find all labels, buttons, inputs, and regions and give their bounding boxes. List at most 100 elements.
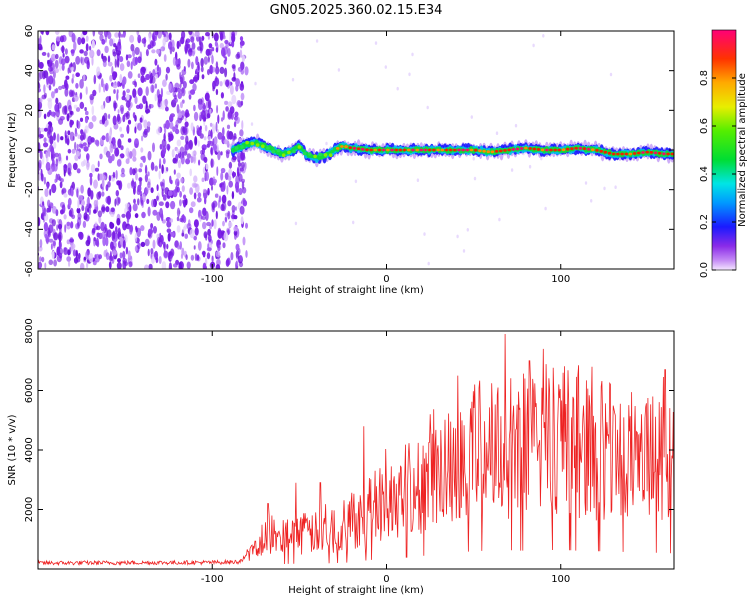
spectrogram-ridge-peak — [261, 144, 265, 148]
spectrogram-noise-cell — [147, 44, 152, 50]
spectrogram-ridge-peak — [595, 148, 599, 152]
spectrogram-noise-cell — [184, 233, 188, 239]
spectrogram-noise-cell — [81, 37, 86, 45]
spectrogram-noise-cell — [197, 46, 202, 51]
spectrogram-noise-cell — [68, 209, 72, 217]
spectrogram-noise-cell — [83, 74, 86, 82]
spectrogram-noise-cell — [38, 72, 41, 81]
spectrogram-noise-cell — [168, 262, 172, 269]
spectrogram-noise-cell — [115, 226, 118, 234]
colorbar-tick-label: 0.4 — [699, 166, 710, 182]
spectrogram-noise-cell — [240, 161, 245, 169]
spectrogram-noise-cell — [112, 171, 116, 178]
spectrogram-noise-cell — [160, 100, 166, 110]
spectrogram-noise-cell — [156, 195, 159, 201]
spectrogram-noise-cell — [181, 232, 185, 237]
spectrogram-noise-cell — [48, 202, 54, 207]
spectrogram-noise-cell — [201, 177, 205, 183]
spectrogram-noise-cell — [115, 190, 120, 197]
spectrogram-x-tick-label: -100 — [201, 274, 224, 285]
spectrogram-noise-cell — [200, 57, 204, 68]
spectrogram-noise-cell — [235, 78, 241, 87]
spectrogram-noise-cell — [423, 232, 426, 236]
spectrogram-noise-cell — [206, 221, 212, 227]
spectrogram-noise-cell — [111, 66, 114, 75]
spectrogram-noise-cell — [86, 198, 89, 205]
spectrogram-noise-cell — [67, 148, 72, 154]
spectrogram-noise-cell — [137, 34, 142, 44]
spectrogram-ridge-peak — [519, 147, 524, 150]
spectrogram-noise-cell — [38, 246, 43, 252]
spectrogram-noise-cell — [174, 128, 180, 135]
spectrogram-ridge-peak — [670, 152, 674, 156]
spectrogram-noise-cell — [163, 133, 166, 142]
spectrogram-ridge-peak — [515, 147, 520, 151]
spectrogram-noise-cell — [85, 110, 89, 116]
spectrogram-noise-cell — [148, 33, 152, 43]
spectrogram-noise-cell — [117, 227, 121, 237]
spectrogram-noise-cell — [71, 77, 74, 84]
spectrogram-ridge-peak — [402, 148, 407, 152]
spectrogram-noise-cell — [74, 131, 78, 137]
spectrogram-noise-cell — [239, 205, 245, 215]
spectrogram-noise-cell — [140, 75, 145, 83]
spectrogram-noise-cell — [158, 66, 162, 76]
spectrogram-noise-cell — [77, 198, 80, 209]
spectrogram-noise-cell — [202, 207, 207, 217]
spectrogram-noise-cell — [190, 155, 194, 164]
spectrogram-noise-cell — [201, 35, 205, 41]
spectrogram-noise-cell — [229, 84, 234, 95]
spectrogram-noise-cell — [177, 91, 182, 100]
spectrogram-noise-cell — [230, 252, 234, 261]
spectrogram-noise-cell — [225, 106, 229, 112]
spectrogram-noise-cell — [232, 135, 237, 140]
spectrogram-noise-cell — [48, 75, 54, 85]
spectrogram-ridge-peak — [507, 148, 512, 152]
spectrogram-noise-cell — [416, 178, 420, 182]
spectrogram-noise-cell — [89, 93, 95, 101]
spectrogram-noise-cell — [154, 93, 157, 102]
spectrogram-noise-cell — [183, 194, 187, 200]
spectrogram-noise-cell — [101, 115, 106, 125]
spectrogram-ridge-peak — [302, 151, 307, 156]
spectrogram-noise-cell — [201, 110, 206, 120]
spectrogram-noise-cell — [193, 74, 199, 83]
snr-y-label: SNR (10 * v/v) — [7, 414, 18, 485]
spectrogram-noise-cell — [48, 84, 52, 91]
colorbar-tick-label: 0.8 — [699, 70, 710, 86]
spectrogram-noise-cell — [136, 31, 140, 36]
spectrogram-noise-cell — [66, 113, 70, 122]
spectrogram-noise-cell — [46, 75, 50, 85]
spectrogram-noise-cell — [181, 151, 185, 158]
spectrogram-noise-cell — [408, 72, 411, 77]
spectrogram-noise-cell — [52, 78, 56, 87]
spectrogram-noise-cell — [201, 147, 205, 155]
spectrogram-noise-cell — [147, 171, 150, 177]
spectrogram-noise-cell — [77, 212, 82, 220]
spectrogram-ridge-peak — [313, 154, 317, 158]
spectrogram-noise-cell — [197, 192, 202, 198]
spectrogram-ridge-peak — [415, 148, 420, 152]
spectrogram-noise-cell — [102, 236, 106, 247]
spectrogram-noise-cell — [115, 196, 120, 206]
spectrogram-noise-cell — [179, 218, 184, 222]
spectrogram-noise-cell — [176, 216, 180, 222]
spectrogram-noise-cell — [191, 182, 197, 188]
spectrogram-noise-cell — [119, 252, 123, 259]
spectrogram-noise-cell — [188, 31, 193, 36]
spectrogram-noise-cell — [609, 72, 613, 77]
spectrogram-noise-cell — [94, 167, 100, 172]
spectrogram-noise-cell — [132, 49, 136, 58]
spectrogram-noise-cell — [236, 100, 242, 107]
spectrogram-noise-cell — [213, 219, 217, 230]
spectrogram-noise-cell — [43, 137, 47, 143]
spectrogram-noise-cell — [95, 140, 100, 147]
spectrogram-noise-cell — [222, 127, 225, 136]
spectrogram-noise-cell — [145, 86, 149, 97]
spectrogram-noise-cell — [472, 156, 475, 161]
spectrogram-noise-cell — [77, 134, 81, 139]
spectrogram-noise-cell — [532, 43, 535, 48]
spectrogram-ridge-peak — [657, 151, 662, 155]
spectrogram-noise-cell — [168, 135, 172, 143]
spectrogram-noise-cell — [144, 164, 148, 175]
